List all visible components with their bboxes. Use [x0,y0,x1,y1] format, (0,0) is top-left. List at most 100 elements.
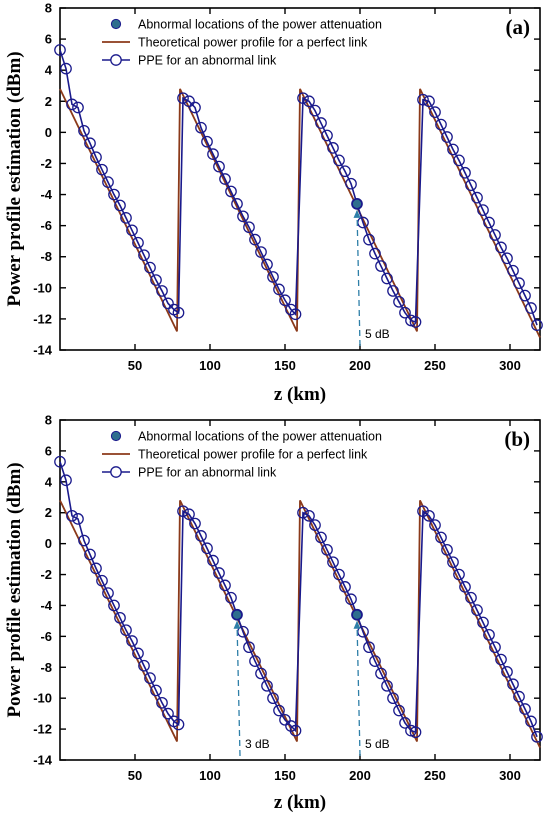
ppe-point [243,221,255,234]
ppe-point [459,581,471,593]
ppe-point [363,641,375,654]
ppe-point [513,690,525,703]
ppe-point [207,148,219,160]
ppe-point [90,562,102,575]
ppe-point [381,272,393,285]
ppe-point [477,204,489,216]
legend-entry: Theoretical power profile for a perfect … [102,36,368,50]
y-tick-label: 0 [45,536,52,551]
ppe-point [525,302,537,314]
ppe-point [225,185,237,198]
ppe-point [102,176,114,188]
ppe-point [513,277,525,290]
ppe-point [339,581,351,593]
ppe-point [150,274,162,286]
ppe-point [429,519,441,531]
x-tick-label: 200 [349,358,371,373]
ppe-point [162,297,174,310]
y-tick-label: -12 [33,722,52,737]
ppe-point [195,121,207,134]
ppe-point [399,717,411,729]
ppe-point [183,95,195,108]
y-tick-label: 8 [45,1,52,16]
ppe-point [138,659,150,672]
abnormal-point [231,609,243,620]
ppe-point [279,294,291,307]
ppe-point [261,679,273,692]
ppe-point [126,224,138,237]
ppe-point [465,591,477,604]
legend-dot-icon [110,430,122,442]
ppe-point [363,233,375,246]
ppe-point [369,247,381,260]
ppe-point [315,117,327,129]
annotation-dashed-line [356,210,361,347]
ppe-point [327,556,339,569]
y-tick-label: -4 [40,187,52,202]
chart-panel-1: 50 100 150 200 250 300 -14 -12 -10 -8 -6 -4 -2 0 2 4 6 8 z… [4,1,543,405]
ppe-point [309,519,321,531]
legend-dot-icon [110,18,122,30]
ppe-point [78,124,90,137]
annotation-label: 3 dB [245,737,270,751]
ppe-point [441,543,453,556]
ppe-point [289,308,302,321]
ppe-point [531,730,543,743]
ppe-point [132,647,144,660]
x-tick-label: 150 [274,768,296,783]
ppe-point [201,542,213,555]
chart-panel-2: 50 100 150 200 250 300 -14 -12 -10 -8 -6 -4 -2 0 2 4 6 8 z… [4,413,543,813]
ppe-point [60,62,72,75]
ppe-point [423,509,435,522]
ppe-point [447,556,459,569]
panel-label: (b) [504,427,530,451]
ppe-point [96,163,108,176]
ppe-point [90,151,102,164]
ppe-point [261,258,273,271]
ppe-point [441,131,453,143]
abnormal-point [351,609,363,620]
ppe-point [267,692,279,705]
ppe-point [273,283,285,296]
x-tick-label: 300 [499,768,521,783]
x-tick-label: 200 [349,768,371,783]
ppe-point [453,154,465,167]
ppe-point [219,579,231,592]
y-tick-label: -10 [33,691,52,706]
y-tick-label: -14 [33,343,53,358]
y-tick-label: -6 [40,629,52,644]
ppe-point [249,233,261,246]
legend-label: PPE for an abnormal link [138,466,277,480]
y-tick-label: 8 [45,413,52,428]
ppe-point [177,92,189,105]
y-tick-label: 6 [45,443,52,458]
ppe-point [393,295,405,308]
ppe-point [72,513,84,525]
ppe-point [477,616,489,629]
x-tick-label: 300 [499,358,521,373]
legend-entry: Abnormal locations of the power attenuat… [110,18,382,32]
ppe-point [339,165,351,178]
ppe-point [255,667,267,680]
annotation-label: 5 dB [365,737,390,751]
ppe-point [108,599,120,612]
ppe-point [303,509,315,522]
y-axis-title: Power profile estimation (dBm) [4,51,25,306]
ppe-point [429,106,441,119]
y-tick-label: 4 [45,474,53,489]
ppe-point [381,679,393,692]
ppe-point [84,137,96,150]
ppe-point [507,678,519,691]
panel-label: (a) [506,15,531,39]
y-tick-label: -12 [33,311,52,326]
ppe-point [120,212,132,224]
ppe-point [387,692,399,705]
x-tick-label: 250 [424,768,446,783]
legend-label: Theoretical power profile for a perfect … [138,448,368,462]
y-tick-label: -8 [40,249,52,264]
ppe-point [84,548,96,561]
ppe-point [108,188,120,201]
ppe-point [489,229,501,241]
ppe-point [72,101,84,114]
legend-circle-icon [110,466,122,478]
